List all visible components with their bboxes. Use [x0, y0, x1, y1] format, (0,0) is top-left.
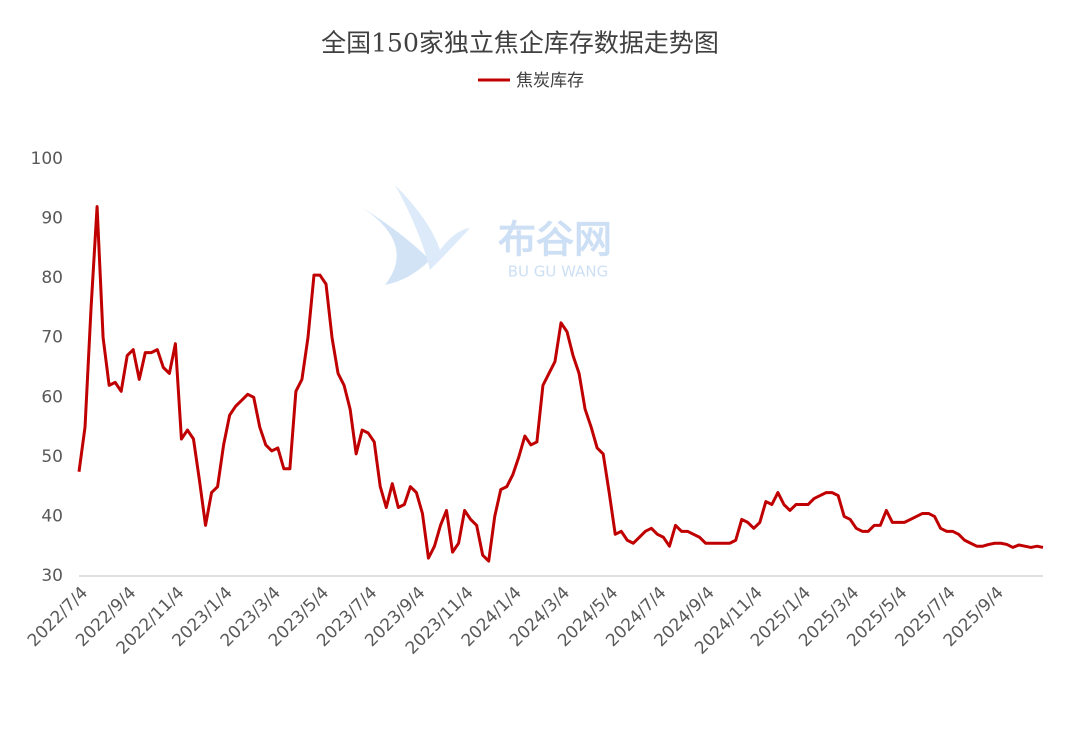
y-tick-label: 40 — [41, 506, 63, 526]
watermark-subtext: BU GU WANG — [508, 263, 609, 281]
watermark-bird — [350, 200, 430, 285]
y-tick-label: 70 — [41, 328, 63, 348]
y-tick-label: 30 — [41, 566, 63, 586]
y-tick-label: 80 — [41, 268, 63, 288]
watermark: 布谷网 BU GU WANG — [350, 185, 612, 285]
chart-title: 全国150家独立焦企库存数据走势图 — [321, 29, 719, 58]
y-tick-label: 90 — [41, 209, 63, 229]
watermark-bird — [395, 185, 470, 270]
y-tick-label: 60 — [41, 387, 63, 407]
legend-label: 焦炭库存 — [516, 71, 584, 91]
line-series — [77, 205, 1044, 563]
y-tick-label: 50 — [41, 447, 63, 467]
watermark-text: 布谷网 — [498, 218, 612, 262]
y-tick-label: 100 — [31, 149, 63, 169]
